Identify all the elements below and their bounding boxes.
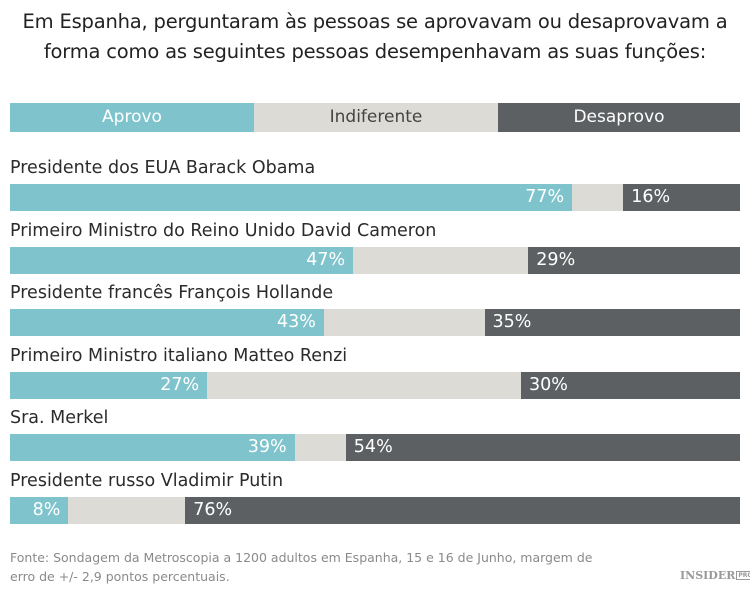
bar-approve [10,184,573,211]
source-note: Fonte: Sondagem da Metroscopia a 1200 ad… [10,548,592,586]
bar-approve [10,309,324,337]
row-label: Primeiro Ministro do Reino Unido David C… [10,220,437,241]
bar-approve [10,497,69,524]
bar-disapprove [528,246,740,274]
bar-disapprove [484,309,740,337]
bar-approve [10,434,295,462]
title-line: Em Espanha, perguntaram às pessoas se ap… [22,10,728,33]
label-approve: 8% [32,500,61,520]
row-label: Primeiro Ministro italiano Matteo Renzi [10,345,348,366]
row-label: Presidente francês François Hollande [10,283,334,304]
legend-approve: Aprovo [10,103,254,132]
bar-disapprove [521,371,740,399]
label-disapprove: 16% [631,187,671,207]
bar-approve [10,246,354,274]
label-approve: 43% [276,312,316,333]
logo-text: INSIDER [680,569,736,582]
row-label: Presidente russo Vladimir Putin [10,471,284,491]
source-line: Fonte: Sondagem da Metroscopia a 1200 ad… [10,550,593,565]
label-disapprove: 54% [353,437,393,458]
label-approve: 27% [160,374,200,395]
bar-approve [10,371,208,399]
label-disapprove: 35% [492,312,532,333]
logo-badge: PRO [736,571,750,580]
legend-neutral: Indiferente [254,103,498,132]
label-approve: 77% [525,187,565,207]
label-disapprove: 76% [193,500,233,520]
label-disapprove: 30% [529,374,568,395]
label-approve: 39% [247,437,287,458]
row-label: Sra. Merkel [10,408,109,429]
row-label: Presidente dos EUA Barack Obama [10,158,316,178]
legend-disapprove: Desaprovo [498,103,740,132]
title-line: forma como as seguintes pessoas desempen… [43,40,707,63]
source-line: erro de +/- 2,9 pontos percentuais. [10,569,230,584]
insider-pro-logo: INSIDER PRO [680,569,750,582]
chart-title: Em Espanha, perguntaram às pessoas se ap… [0,7,750,67]
bar-disapprove [623,184,740,211]
bar-disapprove [345,434,740,462]
label-approve: 47% [306,249,346,270]
label-disapprove: 29% [536,249,576,270]
bar-disapprove [185,497,740,524]
